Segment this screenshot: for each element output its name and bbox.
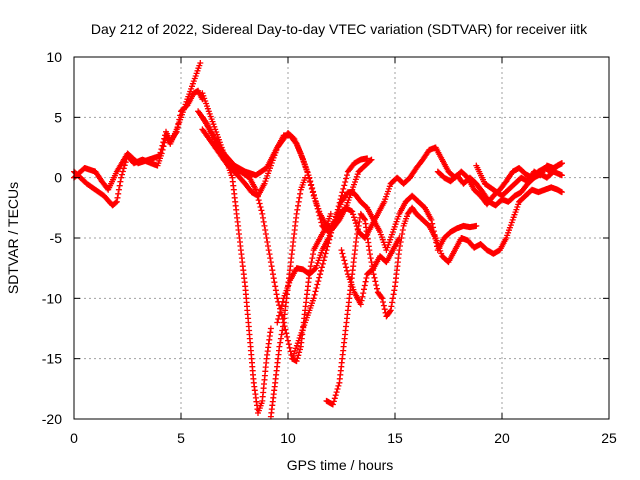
x-tick-label: 0 bbox=[70, 430, 78, 446]
y-tick-label: -10 bbox=[42, 290, 62, 306]
x-tick-label: 20 bbox=[494, 430, 510, 446]
axis-layer: 0 5 10 15 20 25 -20 -15 -10 -5 0 5 10 bbox=[42, 49, 617, 446]
y-tick-label: 10 bbox=[46, 49, 62, 65]
data-point-markers bbox=[338, 235, 403, 308]
data-point-markers bbox=[434, 168, 565, 209]
x-tick-label: 10 bbox=[280, 430, 296, 446]
x-tick-label: 25 bbox=[601, 430, 617, 446]
data-series bbox=[413, 184, 565, 266]
data-point-markers bbox=[323, 204, 420, 408]
data-layer bbox=[71, 60, 565, 420]
x-axis-label: GPS time / hours bbox=[287, 457, 394, 473]
data-series bbox=[199, 126, 371, 235]
y-tick-label: 0 bbox=[54, 170, 62, 186]
data-series bbox=[323, 204, 420, 408]
data-series bbox=[338, 235, 403, 308]
data-point-markers bbox=[199, 126, 371, 235]
data-series bbox=[71, 60, 204, 209]
y-tick-label: -5 bbox=[50, 230, 63, 246]
data-point-markers bbox=[413, 184, 565, 266]
x-tick-label: 5 bbox=[177, 430, 185, 446]
y-tick-label: -15 bbox=[42, 351, 62, 367]
chart-title: Day 212 of 2022, Sidereal Day-to-day VTE… bbox=[91, 21, 588, 37]
x-tick-label: 15 bbox=[387, 430, 403, 446]
y-tick-label: -20 bbox=[42, 411, 62, 427]
data-series bbox=[434, 168, 565, 209]
data-series bbox=[473, 160, 565, 199]
y-axis-label: SDTVAR / TECUs bbox=[5, 182, 21, 294]
y-tick-label: 5 bbox=[54, 109, 62, 125]
data-point-markers bbox=[473, 160, 565, 199]
data-point-markers bbox=[71, 60, 204, 209]
